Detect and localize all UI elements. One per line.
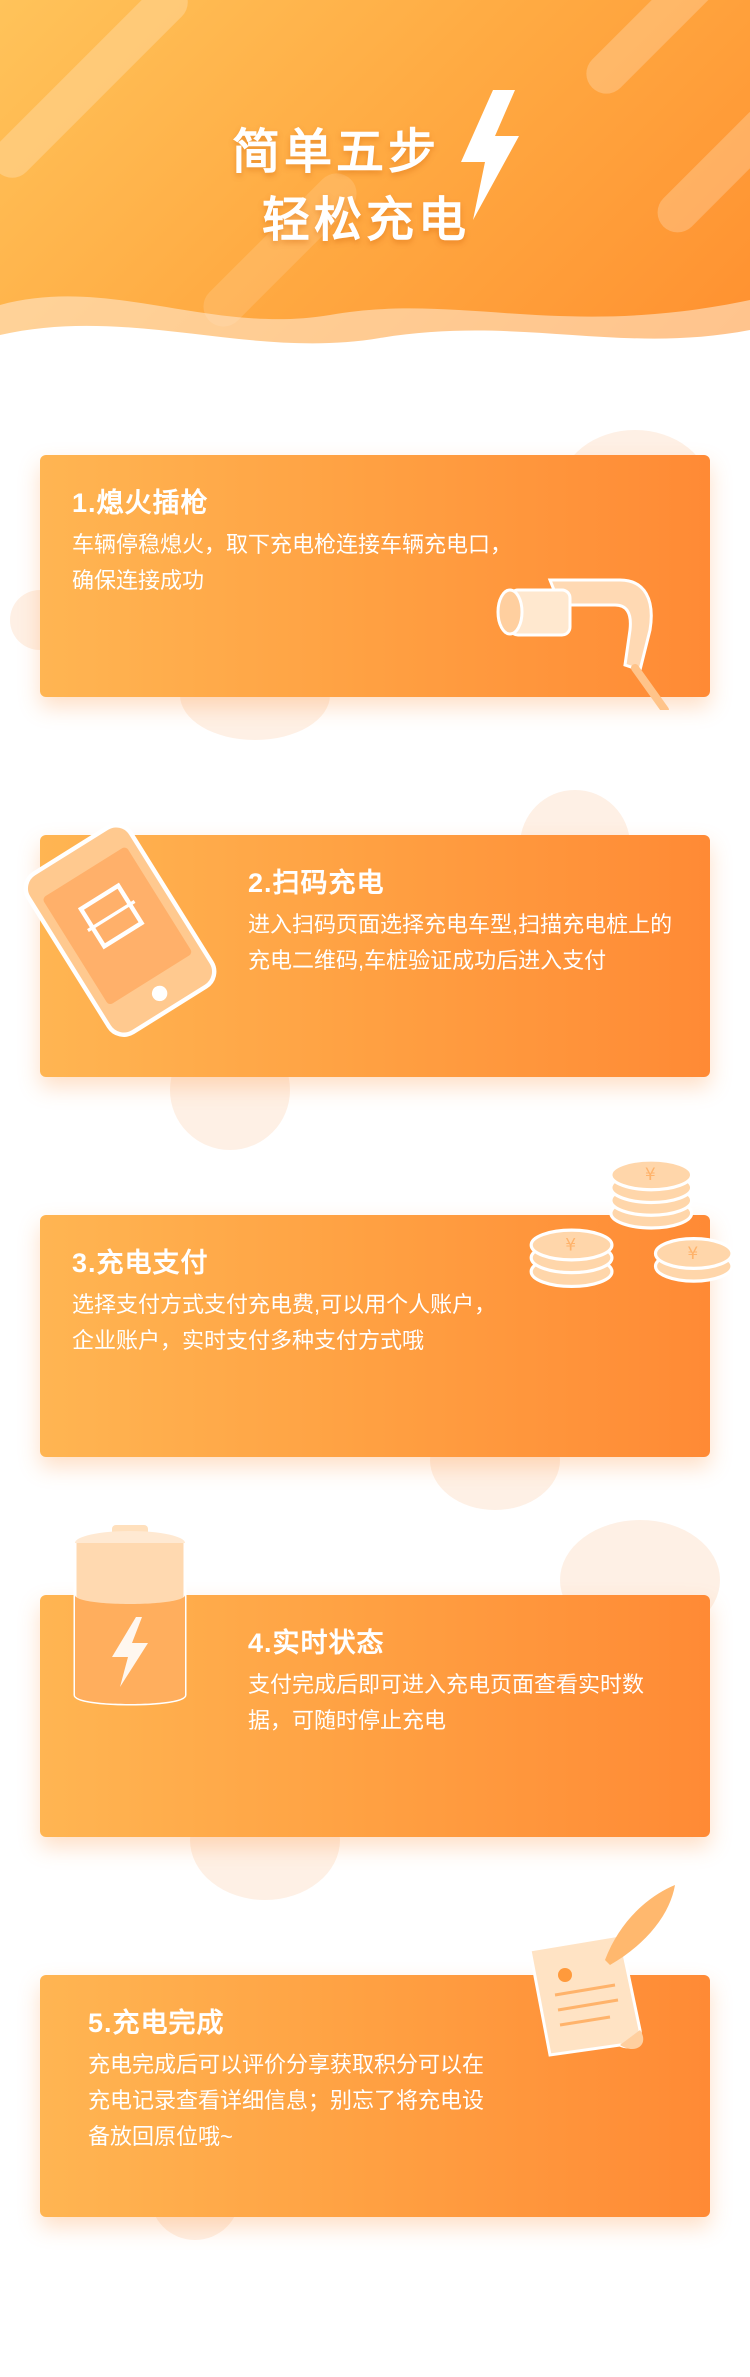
hero-wave [0,296,750,400]
step-title: 2.扫码充电 [248,868,385,898]
step-description: 选择支付方式支付充电费,可以用个人账户，企业账户，实时支付多种支付方式哦 [72,1292,497,1353]
step-description: 进入扫码页面选择充电车型,扫描充电桩上的充电二维码,车桩验证成功后进入支付 [248,912,673,973]
step-title: 5.充电完成 [88,2008,225,2038]
charging-gun-icon [496,578,669,710]
svg-text:¥: ¥ [565,1235,576,1255]
page-title-line1: 简单五步 [232,126,441,179]
step-description: 充电完成后可以评价分享获取积分可以在充电记录查看详细信息；别忘了将充电设备放回原… [88,2052,485,2149]
step-title: 1.熄火插枪 [72,488,209,518]
step-title: 4.实时状态 [248,1628,385,1658]
step-title: 3.充电支付 [72,1248,209,1278]
step-description: 车辆停稳熄火，取下充电枪连接车辆充电口，确保连接成功 [72,532,513,593]
decor-streak [649,99,750,241]
svg-text:¥: ¥ [645,1165,656,1185]
yuan-coins-icon: ¥ ¥ ¥ [529,1160,734,1289]
page-title-line2: 轻松充电 [262,194,471,247]
lightning-bolt-icon [461,90,519,220]
step-description: 支付完成后即可进入充电页面查看实时数据，可随时停止充电 [248,1672,645,1733]
step-card-5: 5.充电完成 充电完成后可以评价分享获取积分可以在充电记录查看详细信息；别忘了将… [40,1975,710,2217]
decor-streak [0,0,197,187]
battery-charging-icon [73,1525,187,1706]
scroll-quill-icon [528,1885,675,2057]
hero-banner: 简单五步 轻松充电 [0,0,750,400]
phone-qr-icon [23,823,217,1037]
svg-text:¥: ¥ [687,1244,698,1264]
step-card-1: 1.熄火插枪 车辆停稳熄火，取下充电枪连接车辆充电口，确保连接成功 [40,455,710,697]
decor-streak [578,0,750,102]
